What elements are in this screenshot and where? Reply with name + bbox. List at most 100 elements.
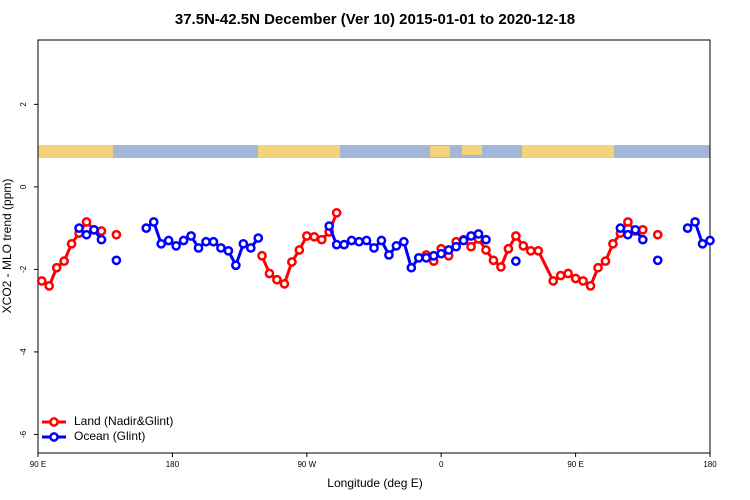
data-point bbox=[637, 224, 648, 235]
data-point bbox=[294, 245, 305, 255]
land-strip bbox=[258, 145, 340, 158]
data-point bbox=[111, 229, 122, 240]
data-point bbox=[59, 256, 69, 266]
data-point bbox=[96, 234, 107, 245]
data-point bbox=[690, 217, 700, 227]
data-point bbox=[391, 241, 402, 251]
data-point bbox=[66, 238, 77, 249]
legend-label: Land (Nadir&Glint) bbox=[74, 414, 173, 428]
chart-title: 37.5N-42.5N December (Ver 10) 2015-01-01… bbox=[175, 11, 575, 28]
data-point bbox=[682, 223, 693, 233]
x-axis-label: Longitude (deg E) bbox=[327, 476, 422, 490]
data-point bbox=[316, 234, 327, 245]
data-point bbox=[287, 257, 297, 267]
legend: Land (Nadir&Glint)Ocean (Glint) bbox=[42, 414, 173, 443]
data-point bbox=[466, 241, 476, 252]
data-point bbox=[481, 245, 491, 255]
data-point bbox=[421, 252, 432, 263]
data-point bbox=[473, 229, 484, 239]
data-point bbox=[331, 239, 342, 250]
x-tick-label: 90 E bbox=[567, 460, 583, 469]
data-point bbox=[361, 235, 372, 246]
data-point bbox=[111, 255, 122, 266]
data-point bbox=[81, 217, 92, 227]
data-point bbox=[376, 235, 387, 246]
data-point bbox=[496, 262, 506, 272]
x-tick-label: 0 bbox=[439, 460, 444, 469]
data-point bbox=[257, 250, 267, 261]
y-tick-label: -4 bbox=[19, 348, 28, 356]
legend-marker bbox=[49, 417, 59, 427]
x-tick-label: 90 E bbox=[30, 460, 46, 469]
data-point bbox=[384, 250, 394, 260]
data-point bbox=[428, 250, 439, 261]
data-point bbox=[458, 235, 469, 246]
legend-marker bbox=[49, 432, 59, 442]
map-strip bbox=[38, 145, 710, 158]
data-point bbox=[578, 276, 588, 286]
x-tick-label: 90 W bbox=[297, 460, 316, 469]
data-point bbox=[511, 256, 521, 266]
y-axis-label: XCO2 - MLO trend (ppm) bbox=[0, 179, 14, 314]
y-tick-label: 0 bbox=[19, 184, 28, 189]
data-point bbox=[231, 260, 241, 271]
data-point bbox=[216, 243, 226, 253]
data-point bbox=[481, 234, 491, 245]
land-strip bbox=[462, 145, 482, 155]
data-point bbox=[488, 255, 499, 266]
data-point bbox=[156, 238, 167, 249]
x-tick-label: 180 bbox=[703, 460, 717, 469]
data-point bbox=[623, 229, 633, 240]
data-point bbox=[141, 223, 152, 233]
data-point bbox=[697, 238, 708, 249]
data-point bbox=[637, 234, 648, 245]
data-point bbox=[223, 245, 234, 256]
data-point bbox=[331, 208, 342, 218]
data-point bbox=[186, 231, 196, 241]
data-point bbox=[518, 241, 529, 251]
data-point bbox=[466, 231, 476, 241]
data-point bbox=[705, 235, 715, 246]
plot-frame bbox=[37, 39, 711, 454]
data-point bbox=[652, 229, 663, 240]
y-tick-label: -2 bbox=[19, 265, 28, 273]
data-point bbox=[253, 233, 264, 243]
data-point bbox=[44, 281, 55, 291]
data-point bbox=[339, 239, 349, 250]
data-point bbox=[324, 221, 335, 231]
data-point bbox=[399, 236, 409, 247]
data-point bbox=[51, 262, 62, 273]
data-point bbox=[570, 273, 581, 284]
data-point bbox=[511, 231, 521, 241]
data-point bbox=[171, 241, 181, 251]
data-point bbox=[96, 226, 107, 236]
land-strip bbox=[522, 145, 614, 158]
data-point bbox=[436, 248, 447, 259]
data-point bbox=[585, 281, 596, 291]
land-strip bbox=[38, 145, 113, 158]
data-point bbox=[630, 224, 641, 235]
data-point bbox=[503, 243, 514, 254]
data-point bbox=[623, 217, 633, 227]
data-point bbox=[443, 245, 454, 255]
data-point bbox=[309, 231, 320, 242]
data-point bbox=[533, 245, 544, 256]
data-point bbox=[201, 236, 211, 247]
legend-label: Ocean (Glint) bbox=[74, 429, 145, 443]
data-point bbox=[208, 236, 219, 247]
data-point bbox=[74, 223, 84, 233]
data-point bbox=[413, 252, 424, 263]
data-point bbox=[354, 236, 364, 247]
data-point bbox=[615, 223, 626, 233]
data-point bbox=[652, 255, 663, 266]
data-point bbox=[148, 217, 159, 227]
data-point bbox=[301, 231, 312, 241]
data-point bbox=[346, 235, 357, 246]
data-point bbox=[245, 243, 256, 253]
data-point bbox=[264, 268, 275, 279]
data-point bbox=[563, 268, 573, 279]
data-point bbox=[272, 274, 282, 285]
data-point bbox=[555, 270, 566, 281]
data-point bbox=[593, 262, 603, 273]
